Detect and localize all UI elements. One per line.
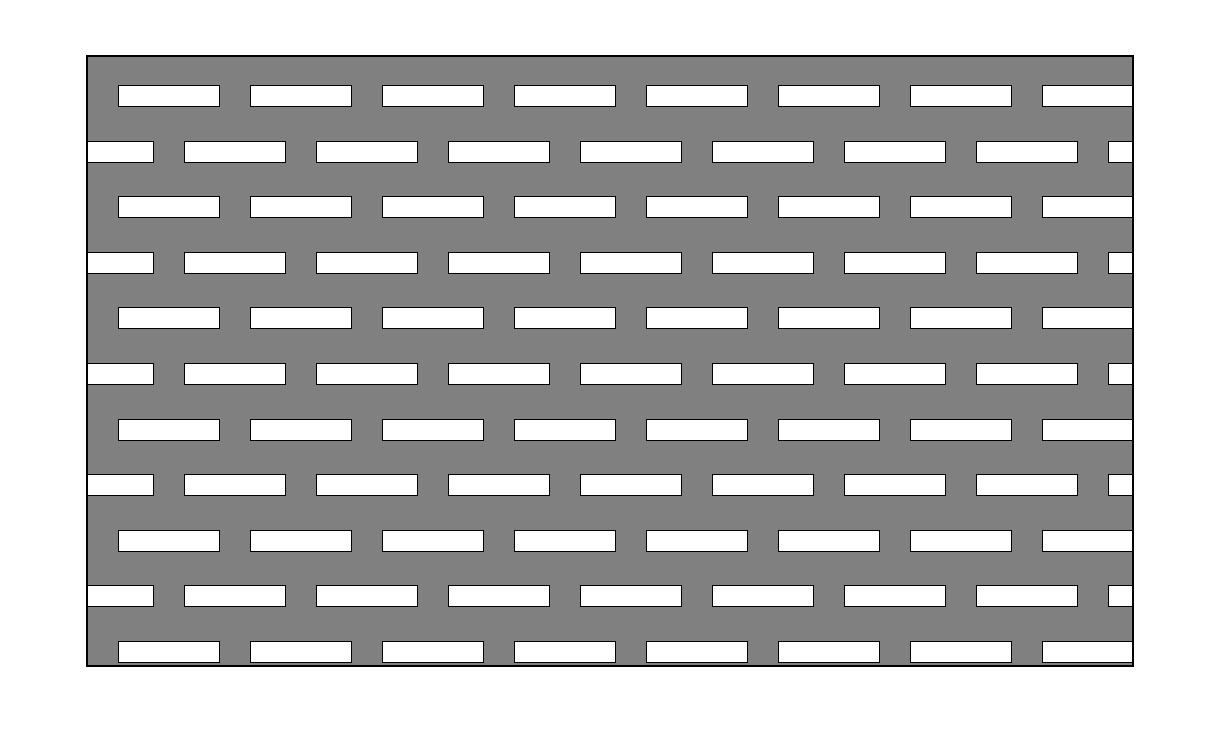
slot — [1042, 530, 1134, 552]
slot — [514, 641, 616, 663]
slot — [250, 85, 352, 107]
slot — [646, 530, 748, 552]
slot — [976, 363, 1078, 385]
slot — [580, 363, 682, 385]
slot — [646, 419, 748, 441]
slot — [316, 363, 418, 385]
slot — [712, 363, 814, 385]
slot — [580, 585, 682, 607]
slot — [580, 474, 682, 496]
slot — [778, 307, 880, 329]
slot — [448, 363, 550, 385]
slot — [580, 141, 682, 163]
slot — [86, 474, 154, 496]
slot — [1108, 585, 1134, 607]
slot — [382, 641, 484, 663]
slot — [118, 307, 220, 329]
slot — [910, 85, 1012, 107]
slot — [976, 474, 1078, 496]
slot — [712, 585, 814, 607]
slot — [646, 85, 748, 107]
slot — [580, 252, 682, 274]
slot — [86, 252, 154, 274]
slot — [316, 585, 418, 607]
slot — [86, 141, 154, 163]
slot — [712, 141, 814, 163]
slot — [910, 419, 1012, 441]
slot — [118, 530, 220, 552]
slot — [184, 585, 286, 607]
slot — [250, 307, 352, 329]
slot — [1042, 85, 1134, 107]
slot — [514, 85, 616, 107]
slot — [118, 419, 220, 441]
slot — [1108, 141, 1134, 163]
slot — [250, 419, 352, 441]
slot — [448, 252, 550, 274]
slot — [250, 196, 352, 218]
slot — [910, 307, 1012, 329]
slot — [448, 585, 550, 607]
slot — [250, 641, 352, 663]
slot — [1108, 474, 1134, 496]
slot — [86, 585, 154, 607]
slot — [1042, 307, 1134, 329]
slot — [976, 585, 1078, 607]
slot — [448, 141, 550, 163]
slot — [382, 530, 484, 552]
slot — [1108, 363, 1134, 385]
slot — [184, 363, 286, 385]
slot — [514, 530, 616, 552]
slot — [514, 419, 616, 441]
slot — [646, 307, 748, 329]
slot — [514, 196, 616, 218]
slot — [184, 252, 286, 274]
slot — [118, 196, 220, 218]
slot — [778, 85, 880, 107]
slot — [910, 196, 1012, 218]
slot — [250, 530, 352, 552]
slot — [844, 585, 946, 607]
slot — [118, 85, 220, 107]
slot — [514, 307, 616, 329]
slot — [910, 641, 1012, 663]
slot — [646, 196, 748, 218]
slot — [1042, 196, 1134, 218]
slot — [184, 474, 286, 496]
slot — [712, 252, 814, 274]
slot — [778, 419, 880, 441]
slot — [382, 419, 484, 441]
slot — [316, 252, 418, 274]
slot — [844, 141, 946, 163]
slot — [1042, 641, 1134, 663]
slot — [778, 641, 880, 663]
slot — [778, 530, 880, 552]
slot — [1108, 252, 1134, 274]
slot — [316, 474, 418, 496]
slot — [646, 641, 748, 663]
slot — [778, 196, 880, 218]
slot — [910, 530, 1012, 552]
slot — [86, 363, 154, 385]
perforated-panel — [86, 55, 1134, 667]
slot — [382, 196, 484, 218]
slot — [382, 307, 484, 329]
slot — [844, 252, 946, 274]
slot — [844, 474, 946, 496]
slot — [118, 641, 220, 663]
slot — [448, 474, 550, 496]
slot — [382, 85, 484, 107]
slot — [316, 141, 418, 163]
slot — [712, 474, 814, 496]
slot — [976, 141, 1078, 163]
slot — [1042, 419, 1134, 441]
slot — [184, 141, 286, 163]
slot — [844, 363, 946, 385]
slot — [976, 252, 1078, 274]
